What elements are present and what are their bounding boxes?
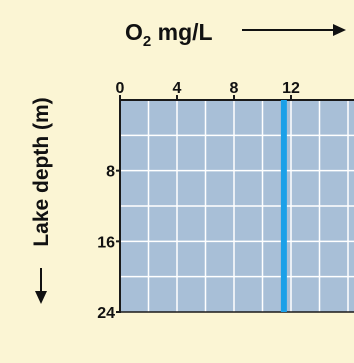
x-axis-title-base: O	[125, 19, 143, 45]
x-axis-arrow-icon	[333, 24, 346, 36]
x-tick-label: 8	[230, 80, 239, 97]
x-axis-title-subscript: 2	[143, 33, 151, 50]
y-tick-label: 8	[106, 164, 115, 181]
x-tick-label: 4	[173, 80, 182, 97]
svg-text:O2 mg/L: O2 mg/L	[125, 19, 213, 50]
plot-area: 0 4 8 12 8 16 24	[97, 80, 354, 322]
x-tick-label: 0	[116, 80, 125, 97]
x-tick-label: 12	[282, 80, 300, 97]
y-tick-label: 16	[97, 234, 115, 251]
x-axis-title-unit: mg/L	[151, 19, 212, 45]
y-axis-title-text: Lake depth (m)	[30, 97, 53, 246]
y-axis-title: Lake depth (m)	[30, 97, 53, 304]
y-axis-arrow-icon	[35, 291, 47, 304]
x-axis-title: O2 mg/L	[125, 19, 346, 50]
y-tick-label: 24	[97, 305, 115, 322]
